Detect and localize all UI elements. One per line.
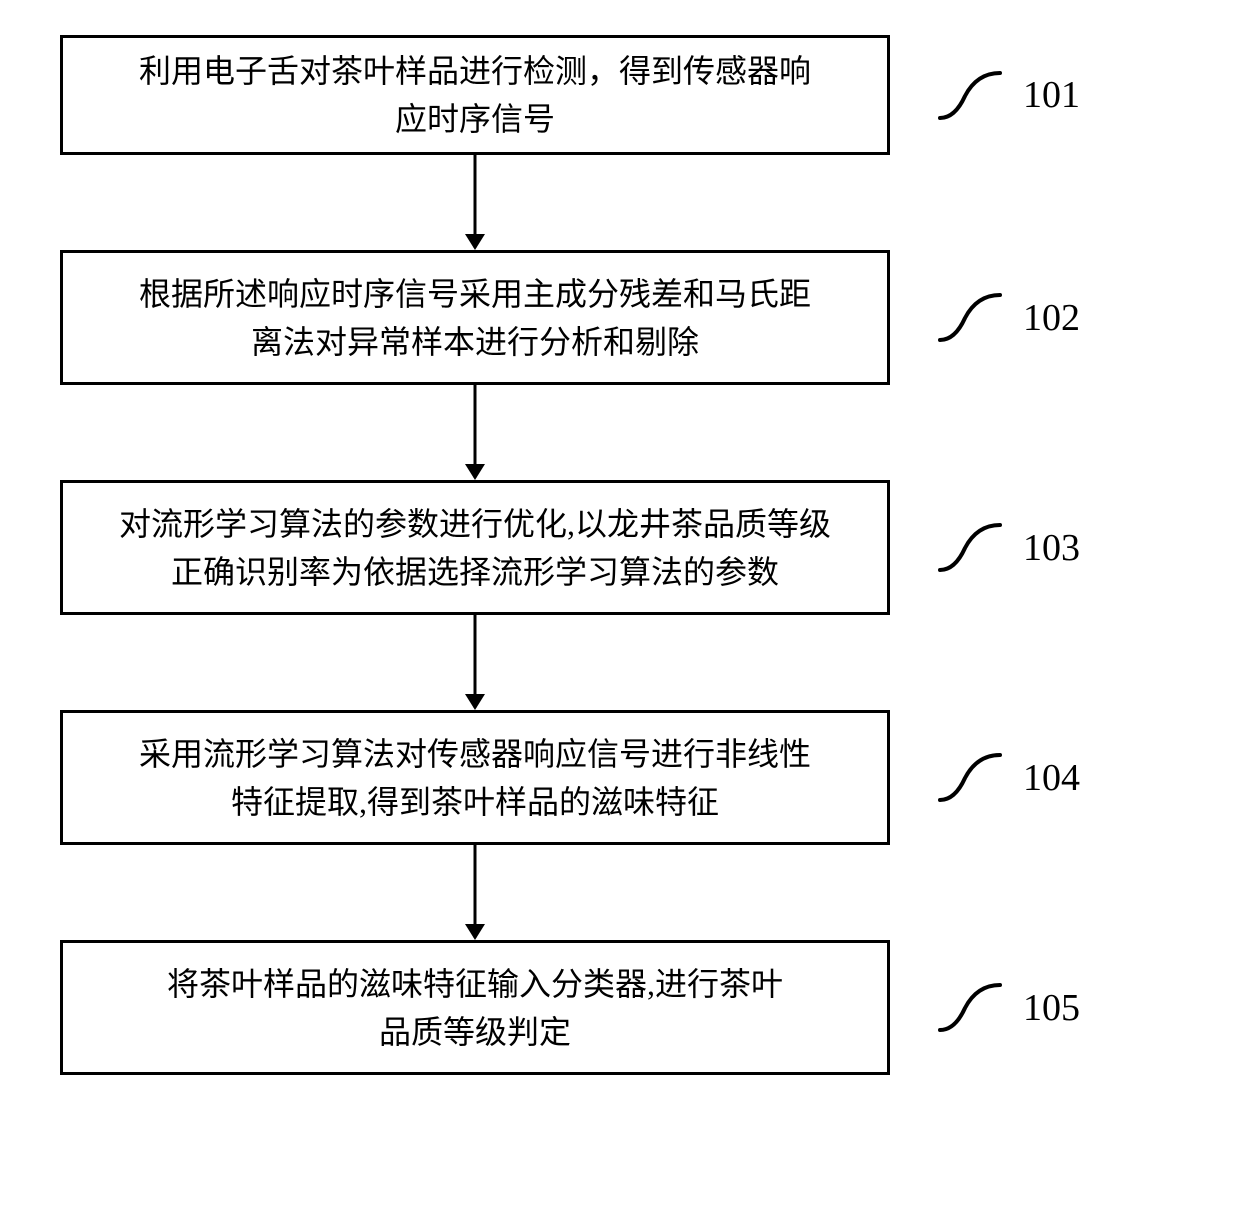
step-label-text: 105 (1023, 986, 1080, 1030)
step-box: 根据所述响应时序信号采用主成分残差和马氏距 离法对异常样本进行分析和剔除 (60, 250, 890, 385)
flowchart-arrow (60, 385, 890, 480)
flowchart-container: 利用电子舌对茶叶样品进行检测，得到传感器响 应时序信号 101 根据所述响应时序信号… (60, 35, 1180, 1075)
step-box: 将茶叶样品的滋味特征输入分类器,进行茶叶 品质等级判定 (60, 940, 890, 1075)
step-label: 101 (935, 68, 1080, 123)
step-label: 103 (935, 520, 1080, 575)
step-text: 采用流形学习算法对传感器响应信号进行非线性 特征提取,得到茶叶样品的滋味特征 (139, 730, 811, 826)
step-label-text: 104 (1023, 756, 1080, 800)
step-box: 对流形学习算法的参数进行优化,以龙井茶品质等级 正确识别率为依据选择流形学习算法… (60, 480, 890, 615)
flowchart-step-101: 利用电子舌对茶叶样品进行检测，得到传感器响 应时序信号 101 (60, 35, 1180, 155)
step-label: 102 (935, 290, 1080, 345)
step-label-text: 101 (1023, 73, 1080, 117)
flowchart-step-103: 对流形学习算法的参数进行优化,以龙井茶品质等级 正确识别率为依据选择流形学习算法… (60, 480, 1180, 615)
flowchart-step-102: 根据所述响应时序信号采用主成分残差和马氏距 离法对异常样本进行分析和剔除 102 (60, 250, 1180, 385)
flowchart-arrow (60, 155, 890, 250)
flowchart-arrow (60, 845, 890, 940)
step-label: 104 (935, 750, 1080, 805)
step-label: 105 (935, 980, 1080, 1035)
step-text: 将茶叶样品的滋味特征输入分类器,进行茶叶 品质等级判定 (167, 960, 783, 1056)
flowchart-step-104: 采用流形学习算法对传感器响应信号进行非线性 特征提取,得到茶叶样品的滋味特征 10… (60, 710, 1180, 845)
step-text: 根据所述响应时序信号采用主成分残差和马氏距 离法对异常样本进行分析和剔除 (139, 270, 811, 366)
flowchart-step-105: 将茶叶样品的滋味特征输入分类器,进行茶叶 品质等级判定 105 (60, 940, 1180, 1075)
step-label-text: 103 (1023, 526, 1080, 570)
step-text: 对流形学习算法的参数进行优化,以龙井茶品质等级 正确识别率为依据选择流形学习算法… (119, 500, 831, 596)
step-box: 采用流形学习算法对传感器响应信号进行非线性 特征提取,得到茶叶样品的滋味特征 (60, 710, 890, 845)
step-text: 利用电子舌对茶叶样品进行检测，得到传感器响 应时序信号 (139, 47, 811, 143)
step-label-text: 102 (1023, 296, 1080, 340)
step-box: 利用电子舌对茶叶样品进行检测，得到传感器响 应时序信号 (60, 35, 890, 155)
flowchart-arrow (60, 615, 890, 710)
